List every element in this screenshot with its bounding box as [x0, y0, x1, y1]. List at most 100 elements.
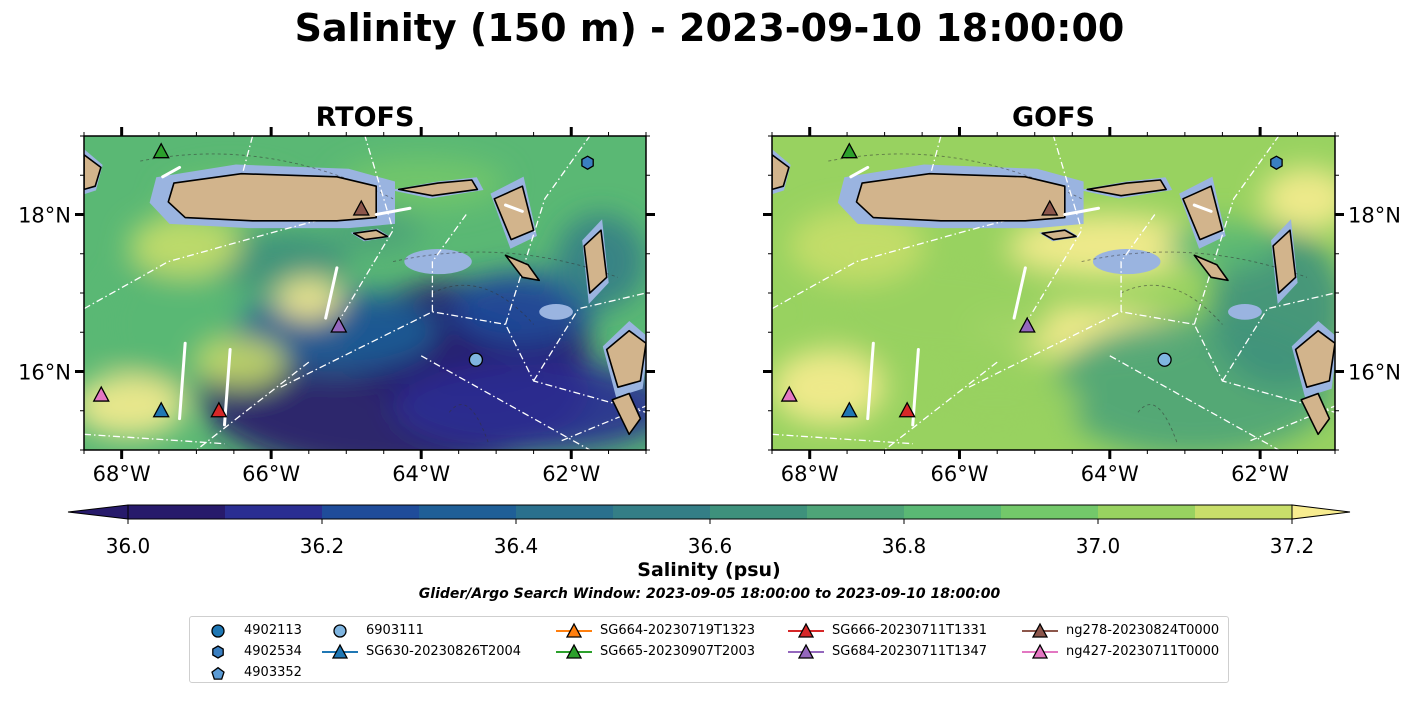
- eez-boundary: [1120, 214, 1156, 312]
- marker-SG665-20230907T2003: [152, 142, 170, 159]
- eez-boundary: [1193, 136, 1280, 325]
- colorbar-tick-label: 36.8: [882, 534, 927, 558]
- land-mass: [504, 254, 541, 282]
- eez-boundary: [431, 214, 467, 312]
- y-tick-label: 16°N: [18, 361, 71, 385]
- colorbar-tick-label: 36.0: [106, 534, 151, 558]
- eez-boundary: [420, 355, 591, 450]
- land-mass: [167, 172, 378, 222]
- glider-track: [1192, 203, 1213, 213]
- x-tick-label: 64°W: [392, 462, 450, 486]
- land-mass: [583, 229, 608, 294]
- legend-label: ng427-20230711T0000: [1066, 644, 1220, 659]
- eez-boundary: [336, 136, 394, 325]
- legend-label: ng278-20230824T0000: [1066, 623, 1220, 638]
- colorbar-segment: [1195, 505, 1293, 519]
- figure-title: Salinity (150 m) - 2023-09-10 18:00:00: [294, 6, 1125, 50]
- map-panel-gofs: 68°W 66°W 64°W 62°W 18°N 16°N GOFS: [763, 102, 1401, 486]
- eez-boundary: [533, 292, 646, 382]
- legend-label: 4903352: [244, 665, 302, 680]
- glider-track: [504, 203, 524, 213]
- marker-SG665-20230907T2003: [840, 142, 858, 159]
- land-mass: [397, 179, 479, 197]
- legend-marker-pentagon-icon: [211, 666, 225, 680]
- land-mass: [493, 185, 535, 241]
- colorbar-segment: [710, 505, 808, 519]
- legend-marker-triangle-icon: [556, 643, 592, 659]
- y-tick-label: 16°N: [1348, 361, 1401, 385]
- x-tick-label: 68°W: [781, 462, 839, 486]
- glider-track: [911, 348, 920, 427]
- land-mass: [611, 392, 642, 436]
- glider-track: [849, 165, 870, 179]
- x-tick-label: 66°W: [242, 462, 300, 486]
- colorbar-extend-low: [67, 504, 129, 520]
- glider-track: [1012, 266, 1027, 320]
- marker-ng278-20230824T0000: [1041, 199, 1059, 216]
- legend-marker-triangle-icon: [556, 622, 592, 638]
- eez-boundary: [195, 361, 310, 450]
- colorbar-segment: [1001, 505, 1099, 519]
- x-tick-label: 62°W: [542, 462, 600, 486]
- marker-SG684-20230711T1347: [1018, 316, 1036, 333]
- legend-marker-circle-icon: [333, 624, 347, 638]
- colorbar-tick-label: 37.0: [1076, 534, 1121, 558]
- marker-ng278-20230824T0000: [352, 199, 370, 216]
- marker-SG684-20230711T1347: [330, 316, 348, 333]
- map-panel-rtofs: 68°W 66°W 64°W 62°W 18°N 16°N RTOFS: [18, 102, 655, 486]
- colorbar-extend-high: [1291, 504, 1351, 520]
- eez-boundary: [1221, 292, 1335, 382]
- x-tick-label: 66°W: [930, 462, 988, 486]
- marker-4902534: [1270, 155, 1283, 170]
- land-mass: [1041, 229, 1077, 241]
- land-mass: [352, 229, 389, 241]
- colorbar-segment: [225, 505, 323, 519]
- legend-label: 4902113: [244, 623, 302, 638]
- eez-boundary: [772, 433, 913, 445]
- eez-boundary: [84, 433, 225, 445]
- marker-ng427-20230711T0000: [92, 385, 110, 402]
- eez-boundary: [1109, 355, 1280, 450]
- glider-track: [1063, 206, 1101, 216]
- legend-marker-triangle-icon: [788, 622, 824, 638]
- x-tick-label: 62°W: [1231, 462, 1289, 486]
- marker-SG630-20230826T2004: [840, 401, 858, 418]
- legend-marker-circle-icon: [211, 624, 225, 638]
- legend-marker-hexagon-icon: [212, 645, 224, 659]
- land-mass: [605, 329, 646, 389]
- glider-track: [161, 165, 182, 179]
- eez-boundary: [280, 311, 646, 413]
- land-mass: [84, 154, 102, 191]
- colorbar-tick-label: 36.2: [300, 534, 345, 558]
- x-tick-label: 68°W: [93, 462, 151, 486]
- legend-label: SG684-20230711T1347: [832, 644, 988, 659]
- colorbar-segment: [613, 505, 711, 519]
- land-mass: [1300, 392, 1331, 436]
- land-mass: [1086, 179, 1167, 197]
- colorbar-segment: [419, 505, 517, 519]
- y-tick-label: 18°N: [18, 204, 71, 228]
- colorbar-tick-label: 37.2: [1270, 534, 1315, 558]
- x-tick-label: 64°W: [1081, 462, 1139, 486]
- colorbar-label: Salinity (psu): [637, 559, 780, 581]
- colorbar-segment: [516, 505, 614, 519]
- land-mass: [1193, 254, 1229, 282]
- colorbar-tick-label: 36.6: [688, 534, 733, 558]
- glider-track: [223, 348, 232, 427]
- glider-track: [324, 266, 339, 320]
- eez-boundary: [1024, 136, 1083, 325]
- panel-title: RTOFS: [316, 102, 415, 133]
- colorbar: 36.0 36.2 36.4 36.6 36.8 37.0 37.2 Salinity (ps…: [67, 504, 1351, 581]
- glider-track: [374, 206, 412, 216]
- colorbar-segment: [904, 505, 1002, 519]
- panel-title: GOFS: [1012, 102, 1095, 133]
- eez-boundary: [884, 361, 998, 450]
- legend-label: SG666-20230711T1331: [832, 623, 988, 638]
- glider-track: [178, 341, 187, 421]
- legend-label: SG665-20230907T2003: [600, 644, 756, 659]
- legend-marker-triangle-icon: [322, 643, 358, 659]
- land-mass: [772, 154, 790, 191]
- glider-track: [866, 341, 875, 421]
- legend-label: 4902534: [244, 644, 302, 659]
